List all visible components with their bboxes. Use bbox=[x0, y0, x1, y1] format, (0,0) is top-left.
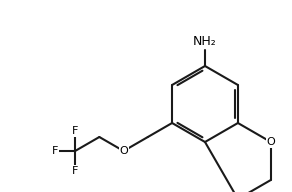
Text: O: O bbox=[266, 137, 275, 147]
Text: F: F bbox=[52, 146, 58, 156]
Text: NH₂: NH₂ bbox=[193, 35, 217, 48]
Text: O: O bbox=[119, 146, 128, 156]
Text: F: F bbox=[72, 126, 78, 136]
Text: F: F bbox=[72, 166, 78, 176]
